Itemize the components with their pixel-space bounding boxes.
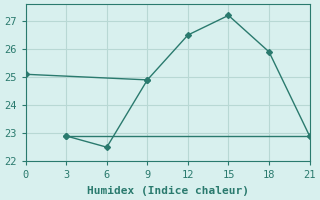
X-axis label: Humidex (Indice chaleur): Humidex (Indice chaleur) (87, 186, 249, 196)
